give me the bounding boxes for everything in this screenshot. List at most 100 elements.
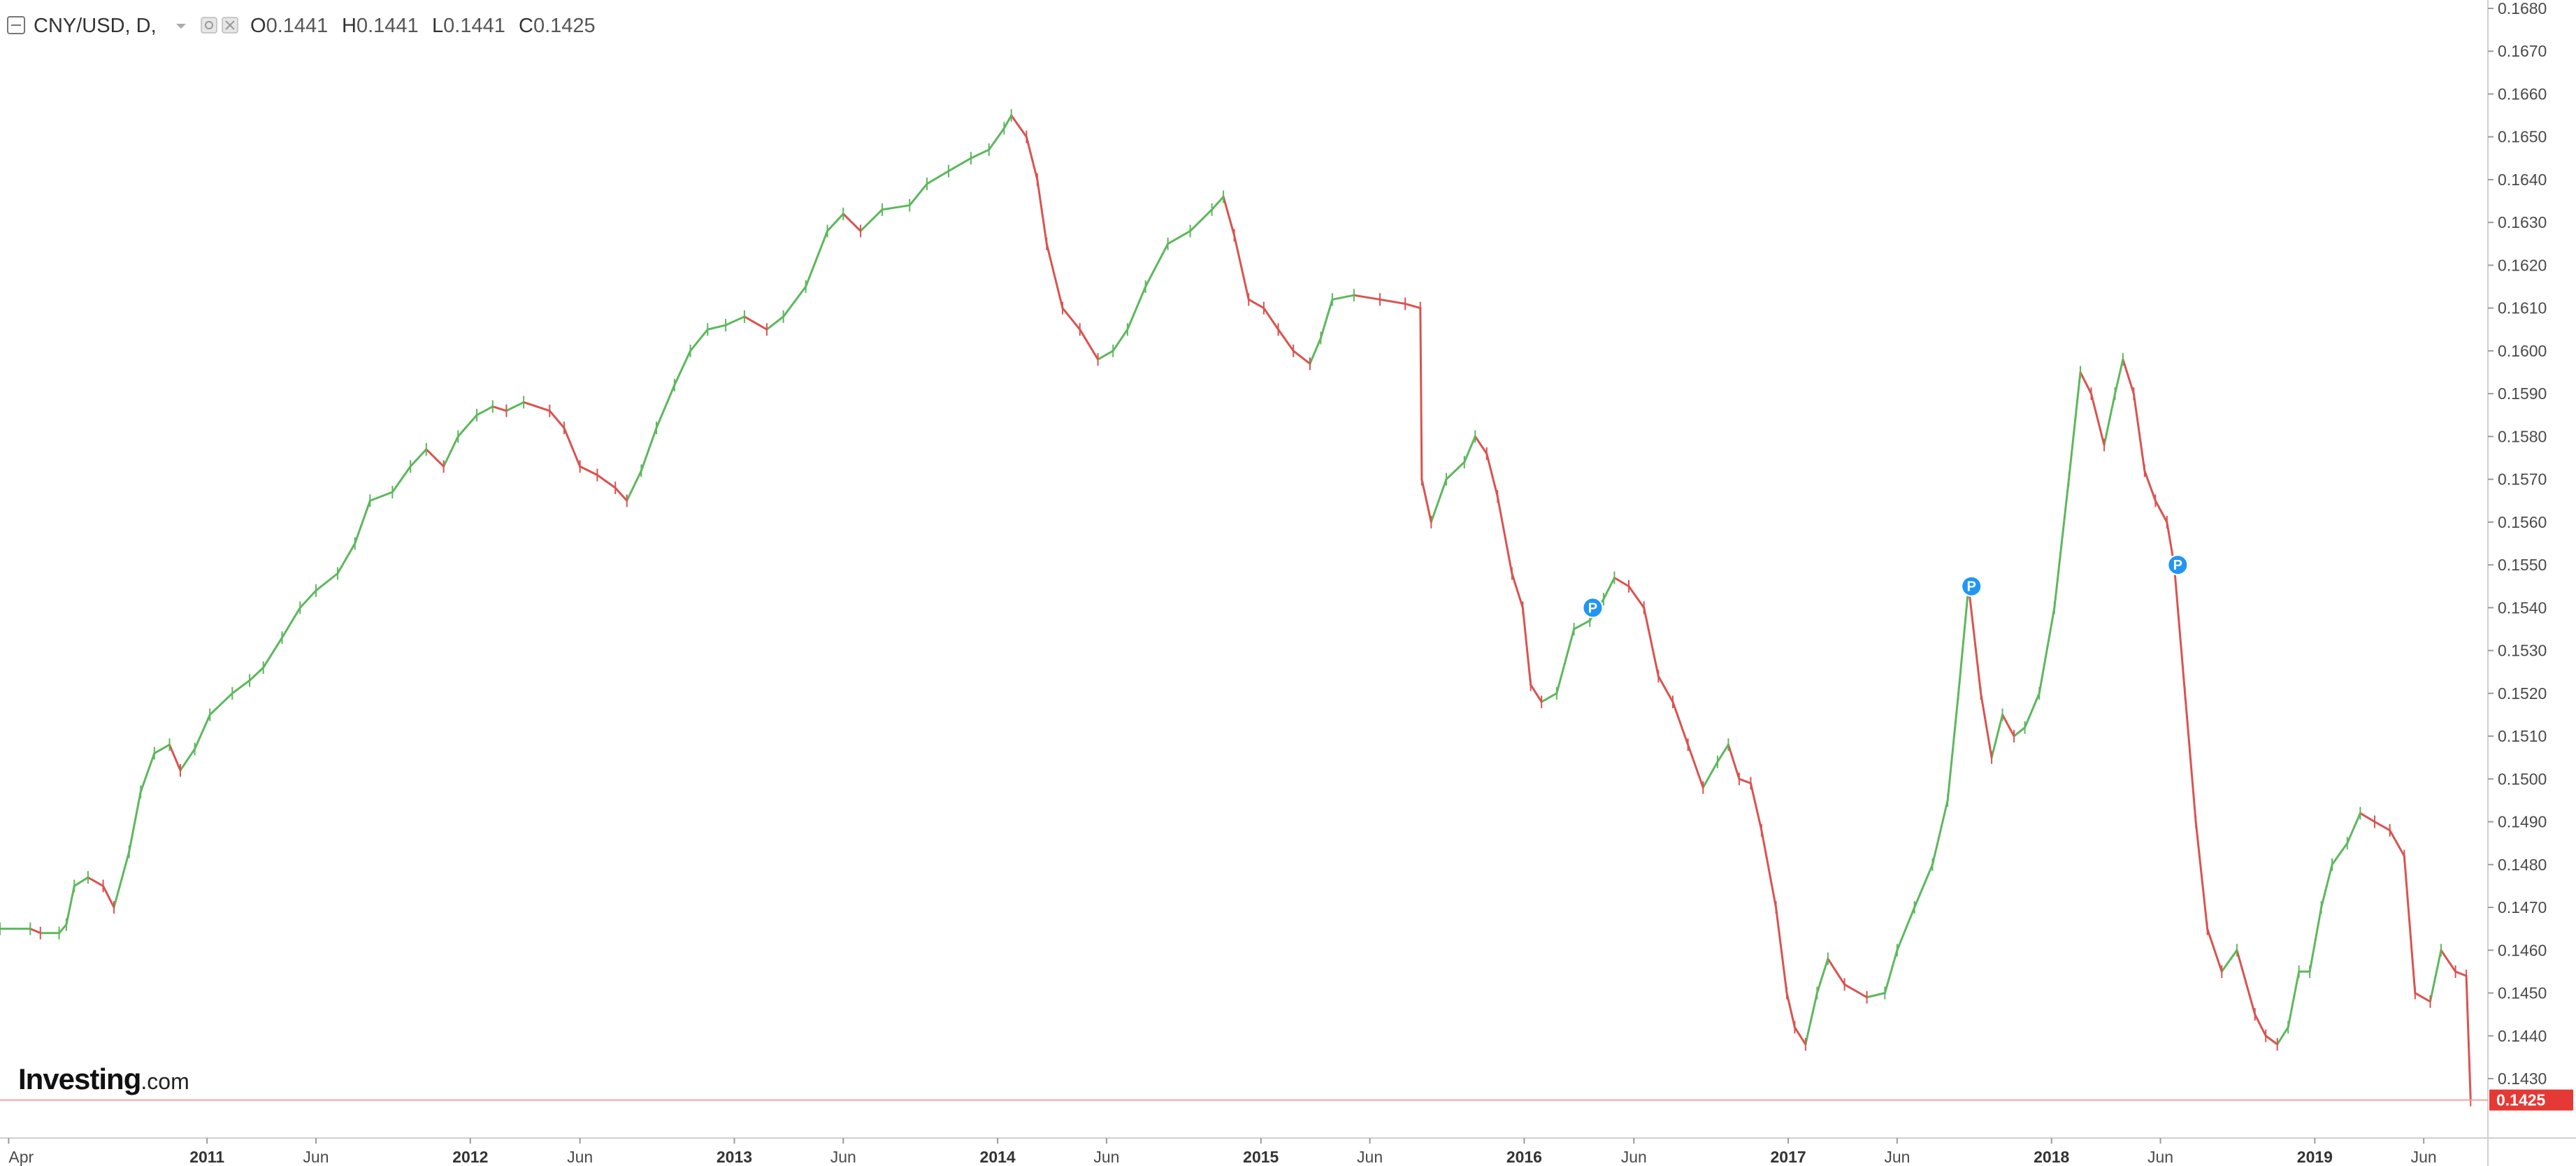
- series-segment: [1496, 495, 1513, 575]
- series-segment: [765, 315, 785, 331]
- series-segment: [2114, 358, 2124, 395]
- series-segment: [1967, 585, 1983, 695]
- series-segment: [1445, 461, 1466, 481]
- series-segment: [2403, 855, 2417, 995]
- series-segment: [1025, 136, 1039, 181]
- series-segment: [1785, 992, 1796, 1029]
- y-tick-label: 0.1620: [2498, 256, 2547, 274]
- last-price-badge: [2489, 1089, 2573, 1111]
- series-segment: [2276, 1026, 2289, 1046]
- series-segment: [1701, 761, 1719, 789]
- series-segment: [425, 448, 445, 468]
- series-segment: [65, 884, 75, 926]
- series-segment: [2132, 392, 2146, 472]
- series-segment: [1946, 692, 1960, 802]
- settings-icon[interactable]: [201, 17, 217, 34]
- series-segment: [842, 213, 862, 232]
- x-tick-label: 2019: [2297, 1148, 2333, 1166]
- y-tick-label: 0.1440: [2498, 1027, 2547, 1045]
- series-segment: [2053, 478, 2070, 609]
- series-segment: [113, 850, 131, 909]
- series-segment: [1931, 799, 1949, 866]
- series-segment: [1319, 298, 1334, 340]
- series-segment: [1727, 743, 1741, 780]
- series-segment: [1602, 576, 1616, 600]
- ohlc-close: C0.1425: [519, 15, 596, 37]
- series-segment: [1815, 958, 1829, 995]
- series-segment: [315, 572, 339, 592]
- symbol-title[interactable]: CNY/USD, D,: [34, 15, 157, 37]
- series-segment: [1627, 585, 1646, 609]
- y-tick-label: 0.1460: [2498, 941, 2547, 959]
- series-segment: [475, 405, 494, 417]
- series-segment: [2264, 1035, 2279, 1046]
- series-segment: [1167, 229, 1192, 245]
- chevron-down-icon[interactable]: [176, 24, 186, 29]
- x-tick-label: 2016: [1506, 1148, 1542, 1166]
- series-segment: [614, 487, 628, 502]
- series-segment: [368, 491, 394, 502]
- series-segment: [2373, 821, 2391, 832]
- y-tick-label: 0.1640: [2498, 171, 2547, 189]
- series-segment: [2001, 713, 2015, 737]
- series-segment: [1843, 983, 1869, 999]
- x-tick-label: Jun: [1357, 1148, 1383, 1166]
- series-segment: [409, 448, 428, 468]
- series-segment: [1738, 777, 1752, 784]
- series-segment: [782, 285, 807, 318]
- series-segment: [1671, 700, 1690, 746]
- series-segment: [548, 410, 566, 429]
- y-tick-label: 0.1530: [2498, 642, 2547, 660]
- series-segment: [522, 401, 551, 412]
- settings-icon-gear: [205, 21, 213, 29]
- series-segment: [442, 435, 459, 468]
- series-segment: [2184, 692, 2197, 823]
- price-axis[interactable]: 0.1680 0.1670 0.1660 0.1650 0.1640 0.1630 0.16…: [2488, 0, 2547, 1088]
- series-segment: [596, 474, 617, 489]
- collapse-legend-icon[interactable]: [7, 16, 25, 34]
- series-segment: [1980, 692, 1993, 759]
- x-tick-label: 2017: [1771, 1148, 1806, 1166]
- y-tick-label: 0.1670: [2498, 42, 2547, 60]
- series-segment: [491, 405, 508, 412]
- series-segment: [1866, 992, 1886, 999]
- series-segment: [231, 679, 251, 695]
- series-segment: [2024, 692, 2041, 729]
- series-segment: [1404, 303, 1422, 310]
- series-segment: [1097, 350, 1114, 361]
- series-segment: [1353, 294, 1381, 301]
- high-label: H: [342, 15, 357, 37]
- y-tick-label: 0.1450: [2498, 984, 2547, 1002]
- x-tick-label: Jun: [2147, 1148, 2173, 1166]
- series-segment: [1485, 452, 1499, 498]
- event-marker[interactable]: [1961, 575, 1983, 597]
- series-segment: [2206, 928, 2223, 973]
- series-segment: [1211, 195, 1225, 211]
- time-axis[interactable]: Apr 2011 Jun 2012 Jun 2013 Jun 2014 Jun 2015 Jun 20…: [8, 1138, 2437, 1166]
- series-segment: [2414, 992, 2431, 1003]
- series-segment: [1126, 285, 1147, 331]
- series-segment: [1613, 576, 1630, 588]
- series-segment: [1262, 307, 1280, 331]
- series-segment: [262, 636, 283, 669]
- event-marker[interactable]: [2167, 554, 2189, 576]
- series-segment: [1573, 619, 1591, 631]
- series-segment: [1331, 294, 1355, 301]
- series-segment: [128, 791, 142, 853]
- series-segment: [58, 923, 68, 935]
- series-segment: [655, 384, 676, 429]
- y-tick-label: 0.1570: [2498, 470, 2547, 489]
- series-segment: [1643, 606, 1660, 677]
- series-segment: [1233, 234, 1250, 301]
- series-segment: [1530, 684, 1543, 703]
- series-segment: [2173, 563, 2187, 695]
- x-tick-label: 2014: [980, 1148, 1016, 1166]
- event-marker-label: P: [1588, 600, 1597, 616]
- close-icon-cross: [225, 20, 235, 30]
- y-tick-label: 0.1580: [2498, 427, 2547, 445]
- series-segment: [2440, 949, 2457, 973]
- series-segment: [1010, 114, 1028, 138]
- event-marker[interactable]: [1582, 597, 1604, 619]
